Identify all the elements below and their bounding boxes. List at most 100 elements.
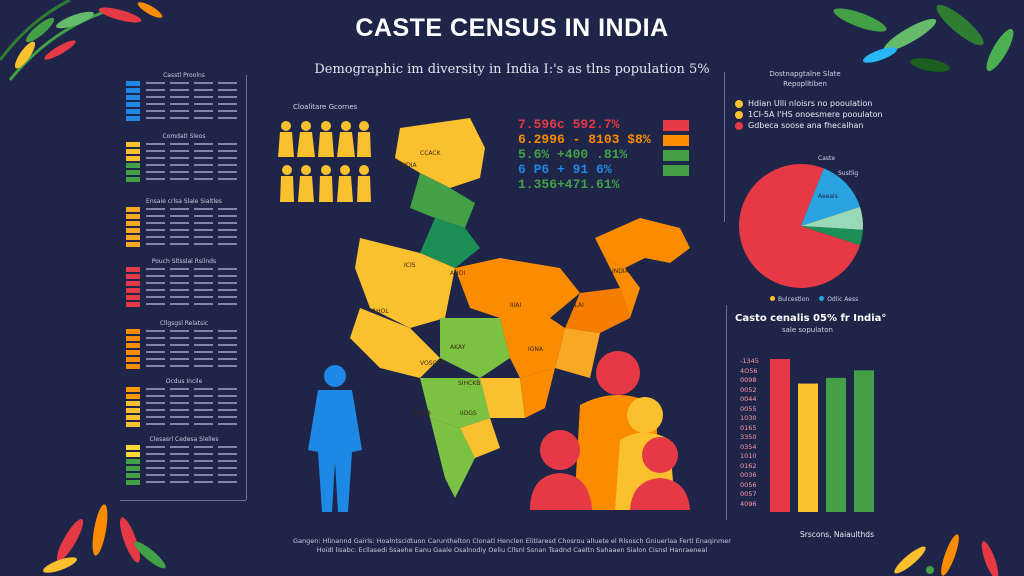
table-cell [194, 243, 213, 245]
legend-dot [735, 99, 743, 108]
caste-table: Ocdus Incile [126, 378, 242, 428]
caste-table: Comdatl Sleos [126, 133, 242, 183]
table-row-swatch [126, 421, 140, 427]
table-cell [194, 236, 213, 238]
pie-chart [739, 164, 863, 288]
table-cell [194, 365, 213, 367]
table-cell [146, 388, 165, 390]
table-cell [194, 143, 213, 145]
pie-bottom-legend-2-label: Odlic Aess [827, 296, 859, 303]
pie-legend-label: 1CI-5A I'HS onoesmere pooulaton [748, 110, 883, 119]
table-cell [146, 157, 165, 159]
table-cell [218, 178, 237, 180]
right-panel-divider-top [724, 72, 725, 222]
table-cell [194, 171, 213, 173]
y-tick-label: 3350 [740, 433, 757, 441]
table-cell [170, 446, 189, 448]
table-cell [170, 330, 189, 332]
table-cell [194, 330, 213, 332]
table-cell [146, 222, 165, 224]
table-cell [146, 229, 165, 231]
table-cell [218, 243, 237, 245]
table-cell [218, 365, 237, 367]
table-row [126, 458, 242, 464]
table-cell [170, 243, 189, 245]
table-cell [194, 282, 213, 284]
y-tick-label: 0098 [740, 376, 757, 384]
legend-dot [819, 296, 825, 301]
y-tick-label: 0055 [740, 404, 757, 413]
table-cell [194, 178, 213, 180]
table-cell [146, 453, 165, 455]
table-cell [218, 351, 237, 353]
table-cell [170, 103, 189, 105]
person-silhouette-blue-icon [308, 365, 362, 512]
stat-line: 5.6% +400 .81% [518, 147, 628, 162]
table-cell [170, 423, 189, 425]
table-row [126, 162, 242, 168]
table-row [126, 444, 242, 450]
pie-legend-item: 1CI-5A I'HS onoesmere pooulaton [735, 109, 883, 120]
table-row [126, 414, 242, 420]
pie-slice [801, 226, 863, 246]
table-cell [170, 96, 189, 98]
table-cell [146, 143, 165, 145]
table-row [126, 393, 242, 399]
table-row-swatch [126, 213, 140, 219]
caste-table-header: Cllgsgsl Relatsic [159, 320, 209, 327]
caste-table: Ensaie crlsa Slale Sialtles [126, 198, 242, 248]
table-cell [218, 337, 237, 339]
table-cell [194, 268, 213, 270]
table-cell [218, 275, 237, 277]
map-region-label: AHOL [372, 308, 389, 315]
table-cell [146, 481, 165, 483]
table-row-swatch [126, 162, 140, 168]
pie-panel-title: Dostnapgtalne Slate [769, 70, 841, 78]
table-row-swatch [126, 141, 140, 147]
table-cell [194, 453, 213, 455]
table-row-swatch [126, 108, 140, 114]
stats-legend-swatch [663, 165, 689, 176]
pie-bottom-legend-1-label: Bulcestlon [778, 296, 810, 303]
table-cell [146, 215, 165, 217]
map-region-label: IIOGS [460, 410, 477, 417]
table-cell [218, 82, 237, 84]
table-cell [194, 229, 213, 231]
table-cell [218, 467, 237, 469]
table-cell [218, 150, 237, 152]
table-cell [170, 117, 189, 119]
table-cell [146, 337, 165, 339]
table-row [126, 287, 242, 293]
table-cell [194, 481, 213, 483]
table-cell [170, 344, 189, 346]
y-tick-label: 0052 [740, 385, 757, 394]
caste-table-header: Ocdus Incile [165, 378, 203, 385]
table-cell [170, 143, 189, 145]
table-row [126, 465, 242, 471]
table-cell [194, 409, 213, 411]
table-row-swatch [126, 234, 140, 240]
map-region-label: VOSOKE [420, 360, 445, 367]
legend-dot [770, 296, 775, 301]
y-tick-label: 0165 [740, 423, 757, 432]
table-cell [170, 110, 189, 112]
table-cell [194, 82, 213, 84]
table-cell [194, 446, 213, 448]
stat-line: 6.2996 - 8103 $8% [518, 132, 651, 147]
bar-chart-subtitle: sale sopulaton [782, 326, 833, 334]
table-row-swatch [126, 301, 140, 307]
table-row-swatch [126, 280, 140, 286]
map-region-label: ICIS [404, 262, 416, 269]
table-cell [170, 229, 189, 231]
table-row-swatch [126, 414, 140, 420]
table-cell [146, 395, 165, 397]
table-cell [218, 171, 237, 173]
table-row-swatch [126, 472, 140, 478]
stats-block: 7.596c 592.7% 6.2996 - 8103 $8% 5.6% +400 … [518, 117, 651, 192]
table-cell [170, 215, 189, 217]
pie-slice [739, 164, 860, 288]
table-cell [146, 365, 165, 367]
table-row-swatch [126, 266, 140, 272]
table-cell [194, 164, 213, 166]
stats-legend [663, 120, 689, 180]
